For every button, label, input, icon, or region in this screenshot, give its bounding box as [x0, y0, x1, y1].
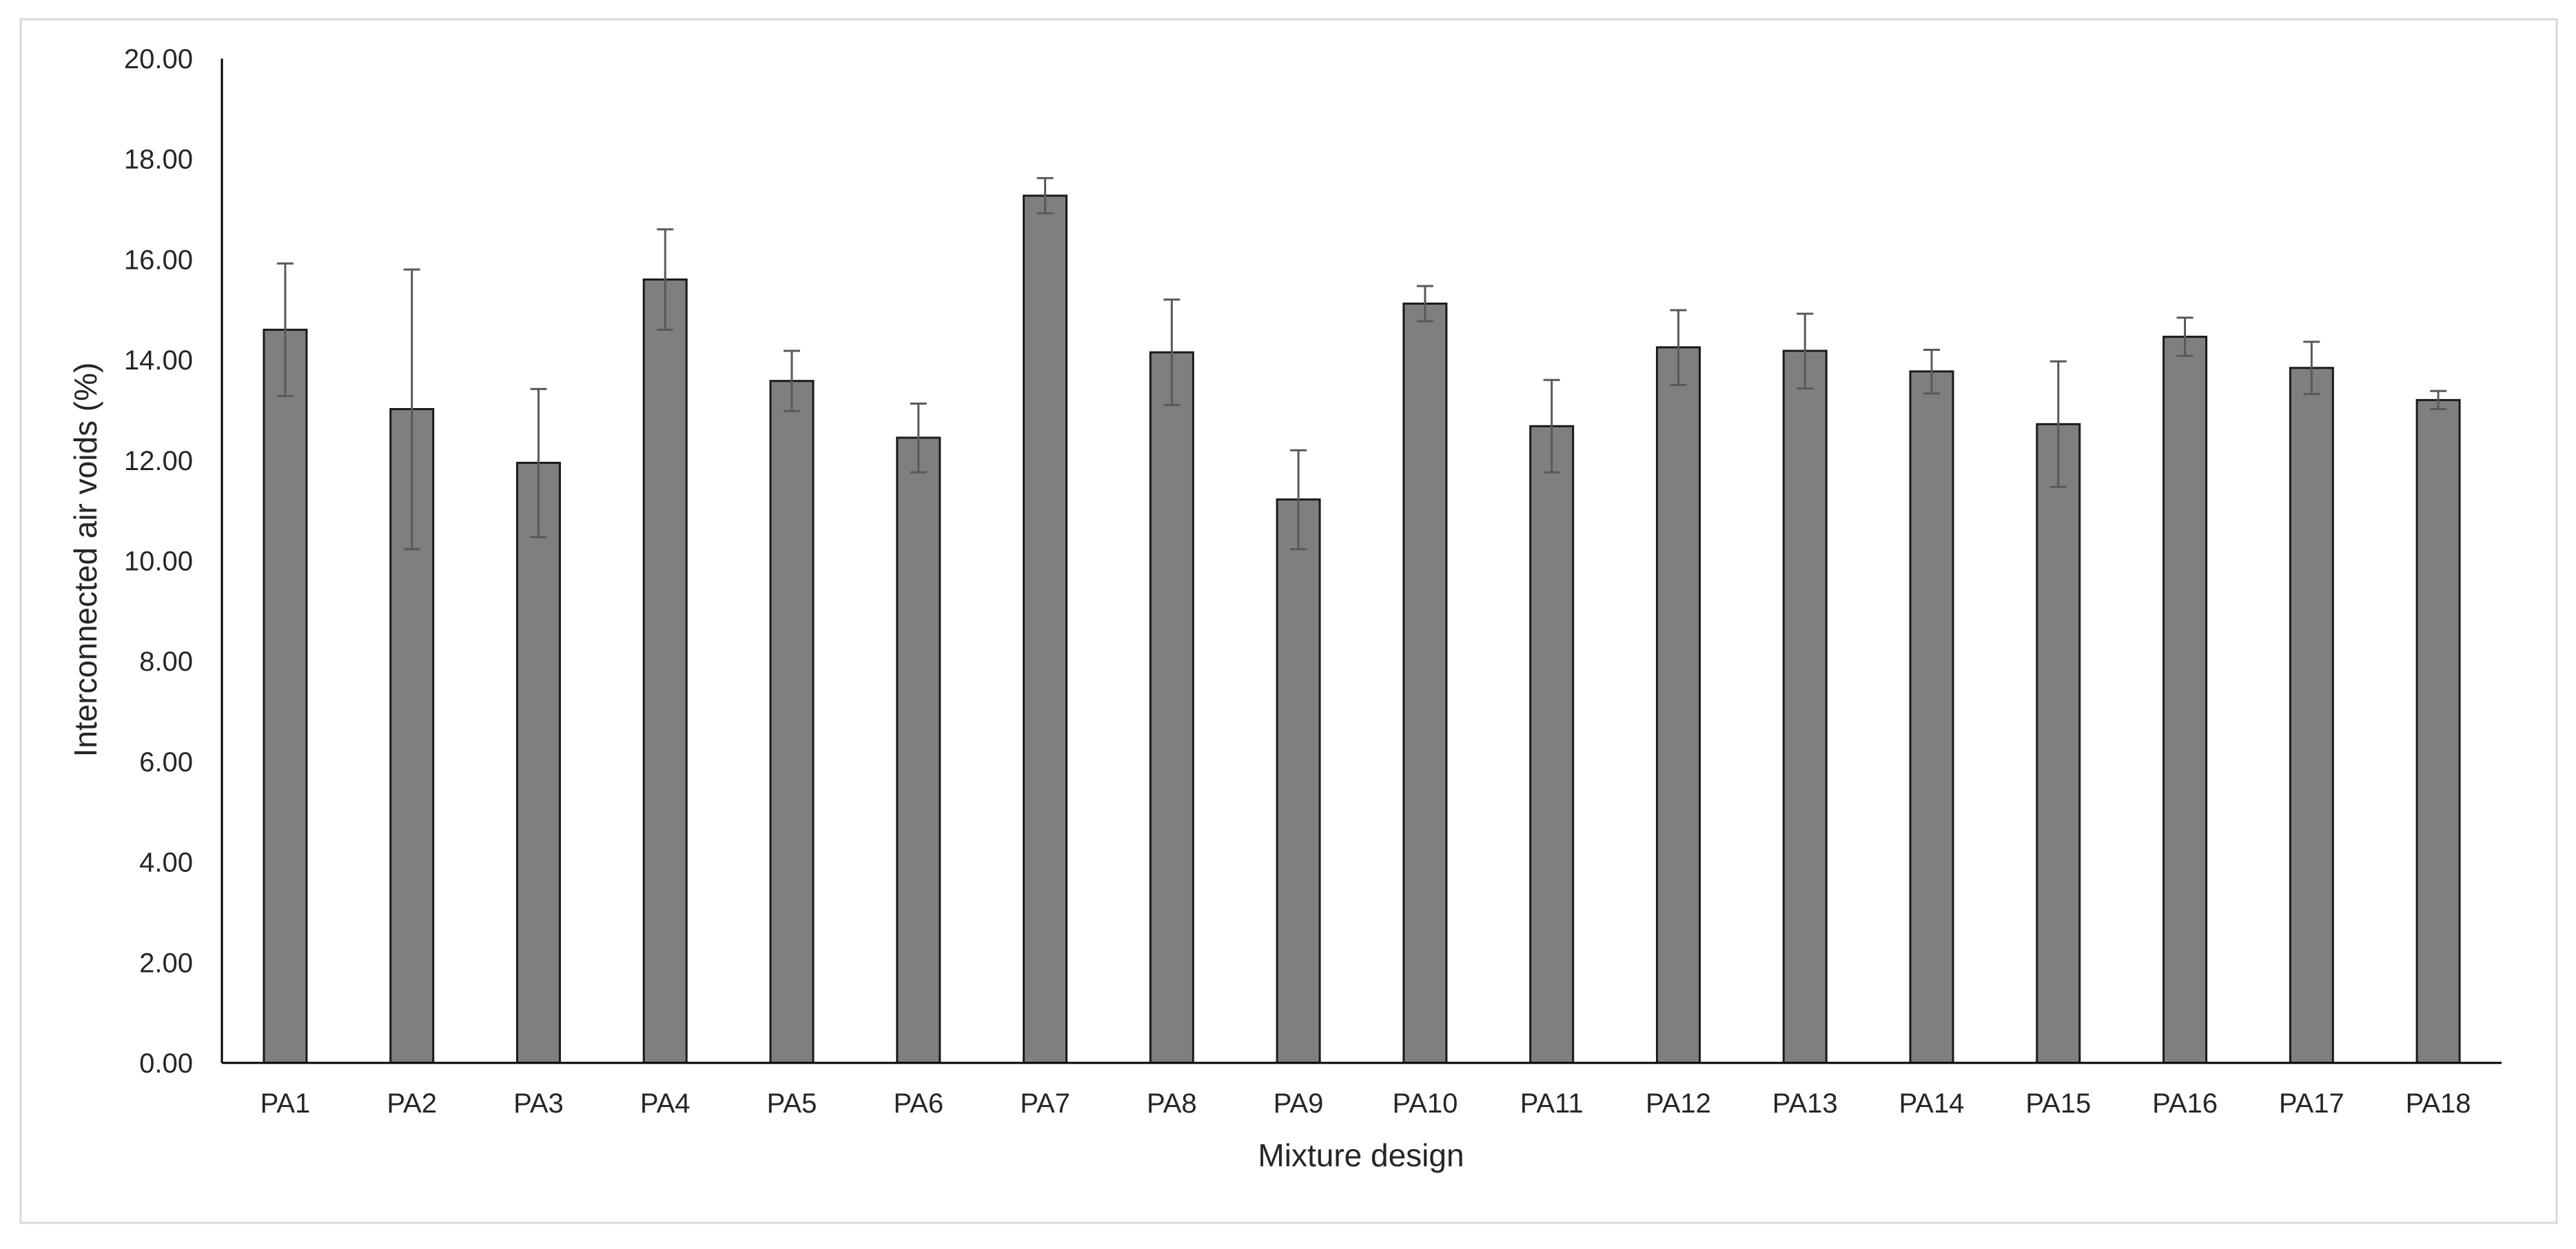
- y-tick-label: 16.00: [124, 245, 193, 275]
- bar-pa14: [1909, 370, 1954, 1064]
- bar-pa1: [263, 328, 308, 1064]
- x-tick-label-pa9: PA9: [1274, 1088, 1324, 1119]
- y-axis-title: Interconnected air voids (%): [68, 363, 103, 758]
- error-bar-pa9: [1290, 449, 1307, 551]
- error-bar-pa14: [1923, 349, 1940, 395]
- error-bar-pa8: [1163, 298, 1180, 407]
- bar-pa8: [1149, 351, 1194, 1064]
- x-tick-label-pa6: PA6: [893, 1088, 943, 1119]
- y-tick-label: 8.00: [139, 647, 193, 677]
- y-tick-label: 12.00: [124, 446, 193, 476]
- bar-pa9: [1276, 498, 1321, 1064]
- x-tick-label-pa2: PA2: [387, 1088, 437, 1119]
- x-tick-label-pa18: PA18: [2406, 1088, 2471, 1119]
- x-tick-label-pa10: PA10: [1392, 1088, 1458, 1119]
- bar-pa18: [2415, 398, 2461, 1064]
- x-tick-label-pa5: PA5: [767, 1088, 817, 1119]
- x-tick-label-pa16: PA16: [2152, 1088, 2218, 1119]
- error-bar-pa7: [1036, 176, 1054, 214]
- error-bars-layer: [276, 176, 2447, 551]
- x-tick-label-pa17: PA17: [2279, 1088, 2344, 1119]
- error-bar-pa1: [276, 262, 294, 398]
- bar-pa5: [769, 380, 815, 1064]
- bar-pa7: [1023, 194, 1068, 1064]
- error-bar-pa5: [784, 349, 800, 412]
- x-tick-label-pa11: PA11: [1520, 1088, 1584, 1119]
- x-tick-label-pa12: PA12: [1646, 1088, 1711, 1119]
- x-tick-label-pa4: PA4: [640, 1088, 691, 1119]
- bar-pa6: [896, 436, 941, 1064]
- error-bar-pa12: [1670, 309, 1687, 387]
- error-bar-pa18: [2430, 389, 2447, 410]
- error-bar-pa2: [403, 268, 420, 551]
- y-tick-labels: 0.00 2.00 4.00 6.00 8.00 10.00 12.00 14.00 16.00…: [124, 44, 193, 1079]
- bar-pa13: [1782, 349, 1828, 1064]
- x-tick-label-pa1: PA1: [260, 1088, 311, 1119]
- y-tick-label: 6.00: [139, 747, 193, 778]
- error-bar-pa13: [1797, 312, 1814, 390]
- bar-pa16: [2163, 336, 2208, 1064]
- x-tick-label-pa14: PA14: [1899, 1088, 1965, 1119]
- error-bar-pa6: [910, 402, 927, 474]
- bar-pa3: [515, 461, 561, 1064]
- y-tick-label: 4.00: [139, 848, 193, 878]
- bar-pa4: [642, 278, 688, 1064]
- x-tick-label-pa3: PA3: [513, 1088, 564, 1119]
- y-tick-label: 14.00: [124, 345, 193, 376]
- bar-pa11: [1529, 425, 1575, 1064]
- y-tick-label: 20.00: [124, 44, 193, 74]
- y-tick-label: 2.00: [139, 948, 193, 978]
- y-tick-label: 0.00: [139, 1048, 193, 1079]
- bar-pa12: [1655, 346, 1701, 1064]
- x-tick-label-pa7: PA7: [1020, 1088, 1070, 1119]
- x-category-labels: PA1 PA2 PA3 PA4 PA5 PA6 PA7 PA8 PA9 PA10 PA11 PA12 P…: [260, 1088, 2471, 1119]
- x-axis-title: Mixture design: [1258, 1137, 1464, 1173]
- x-tick-label-pa13: PA13: [1772, 1088, 1838, 1119]
- bar-pa17: [2289, 367, 2334, 1064]
- error-bar-pa16: [2176, 316, 2194, 357]
- error-bar-pa4: [657, 228, 674, 331]
- error-bar-pa17: [2303, 341, 2320, 396]
- x-tick-label-pa15: PA15: [2025, 1088, 2091, 1119]
- error-bar-pa3: [530, 387, 547, 538]
- error-bar-pa15: [2049, 360, 2067, 488]
- error-bar-pa10: [1416, 285, 1433, 323]
- y-tick-label: 18.00: [124, 145, 193, 175]
- y-tick-label: 10.00: [124, 547, 193, 577]
- bar-pa10: [1402, 303, 1448, 1064]
- bar-pa15: [2036, 423, 2081, 1064]
- bars-layer: [263, 194, 2461, 1064]
- error-bar-pa11: [1543, 378, 1560, 474]
- x-tick-label-pa8: PA8: [1147, 1088, 1197, 1119]
